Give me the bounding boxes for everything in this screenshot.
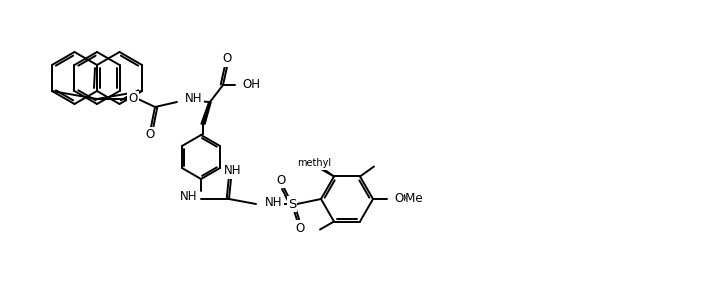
Text: O: O	[128, 93, 137, 106]
Polygon shape	[201, 102, 211, 124]
Text: methyl: methyl	[297, 158, 331, 168]
Text: NH: NH	[185, 93, 202, 106]
Text: O: O	[276, 173, 286, 186]
Text: NH: NH	[265, 196, 283, 209]
Text: OMe: OMe	[396, 192, 423, 205]
Text: NH: NH	[224, 164, 242, 177]
Text: O: O	[394, 192, 403, 205]
Text: O: O	[295, 222, 305, 235]
Text: O: O	[222, 53, 231, 65]
Text: O: O	[145, 128, 155, 142]
Text: OH: OH	[242, 78, 260, 91]
Text: S: S	[288, 198, 296, 211]
Text: NH: NH	[180, 190, 198, 203]
